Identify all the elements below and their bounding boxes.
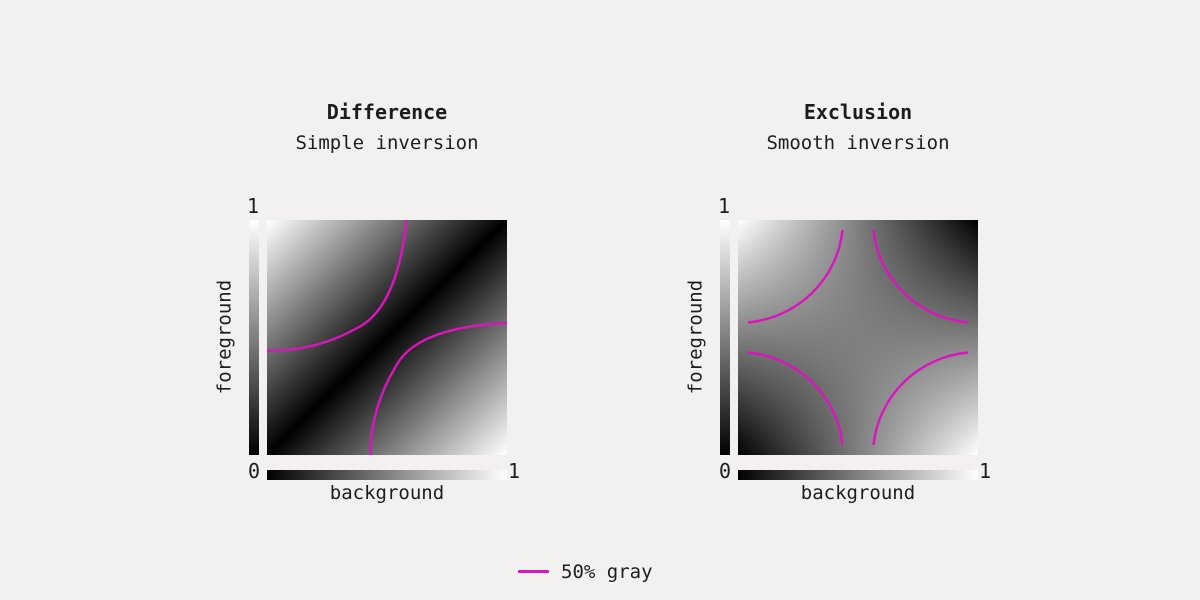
contour-line-50pct-gray xyxy=(747,229,844,324)
y-axis-gradient-strip xyxy=(249,220,259,455)
contour-line-50pct-gray xyxy=(266,219,408,352)
panel-subtitle: Simple inversion xyxy=(295,132,479,154)
panel-title: Exclusion xyxy=(803,100,913,124)
contour-line-50pct-gray xyxy=(747,351,844,446)
difference-heatmap-plot xyxy=(266,219,508,456)
legend-label: 50% gray xyxy=(561,561,653,583)
y-axis-label: foreground xyxy=(213,279,236,395)
difference-contour-overlay xyxy=(266,219,508,456)
panel-subtitle: Smooth inversion xyxy=(766,132,950,154)
exclusion-heatmap-plot xyxy=(738,220,978,455)
y-axis-max-tick: 1 xyxy=(246,194,259,218)
x-axis-label: background xyxy=(800,482,916,504)
contour-line-50pct-gray xyxy=(872,229,969,324)
panel-exclusion: Exclusion Smooth inversion 1 foreground … xyxy=(685,0,992,600)
y-axis-gradient-strip xyxy=(720,220,730,455)
panel-title: Difference xyxy=(326,100,448,124)
x-axis-gradient-strip xyxy=(267,470,507,480)
origin-tick: 0 xyxy=(718,459,732,483)
y-axis-label: foreground xyxy=(684,279,707,395)
x-axis-gradient-strip xyxy=(738,470,978,480)
panel-difference: Difference Simple inversion 1 foreground… xyxy=(214,0,521,600)
exclusion-contour-overlay xyxy=(747,229,969,446)
contour-line-50pct-gray xyxy=(369,321,508,456)
contour-line-50pct-gray xyxy=(872,351,969,446)
origin-tick: 0 xyxy=(247,459,261,483)
y-axis-max-tick: 1 xyxy=(717,194,730,218)
difference-heatmap-canvas xyxy=(267,220,507,455)
x-axis-label: background xyxy=(329,482,445,504)
x-axis-max-tick: 1 xyxy=(978,459,992,483)
legend-line-swatch xyxy=(518,570,549,573)
x-axis-max-tick: 1 xyxy=(507,459,521,483)
exclusion-heatmap-canvas xyxy=(738,220,978,455)
